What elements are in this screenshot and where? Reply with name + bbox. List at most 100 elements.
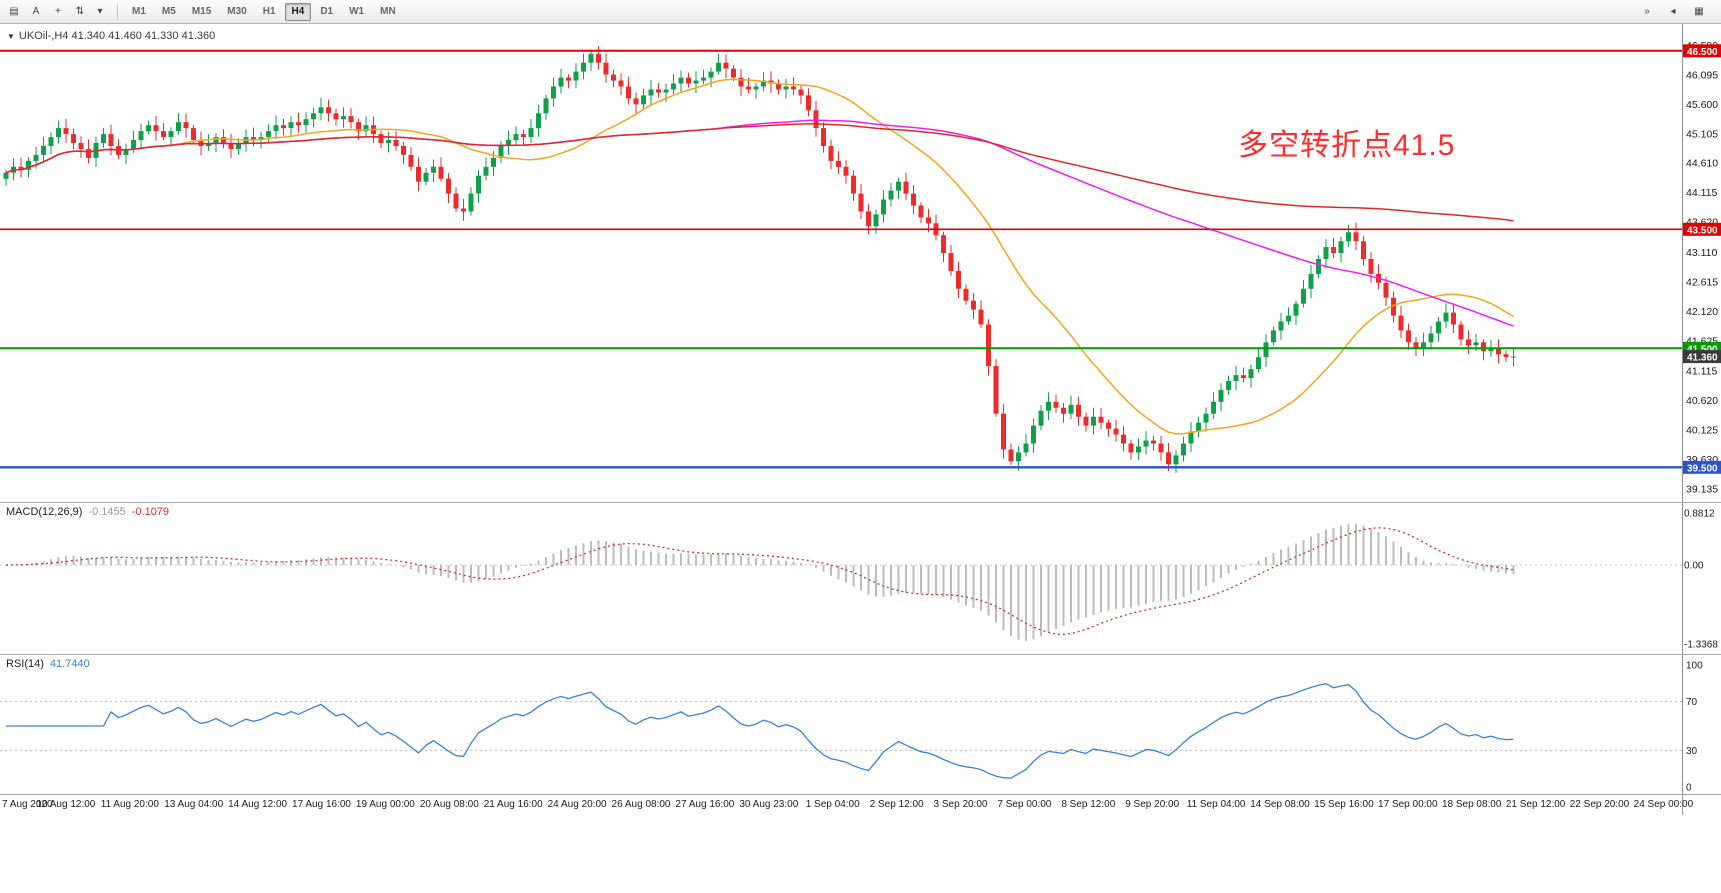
tools-dropdown-caret[interactable]: ▾ (97, 6, 103, 17)
moving-averages (5, 78, 1514, 435)
svg-text:39.500: 39.500 (1687, 463, 1718, 474)
tab-tf-h1[interactable]: H1 (262, 6, 276, 17)
auto-scroll-icon[interactable]: ◂ (1670, 6, 1676, 17)
time-label: 14 Sep 08:00 (1250, 799, 1310, 810)
chart-annotation: 多空转折点41.5 (1238, 129, 1456, 162)
rsi-line (6, 683, 1514, 779)
time-label: 22 Sep 20:00 (1569, 799, 1630, 810)
time-label: 21 Aug 16:00 (483, 799, 543, 810)
tab-tf-m30[interactable]: M30 (227, 6, 247, 17)
toolbar-separator (117, 3, 118, 20)
macd-signal-value: -0.1079 (131, 506, 170, 518)
chart-title-text: UKOil-,H4 41.340 41.460 41.330 41.360 (18, 30, 216, 42)
time-label: 11 Sep 04:00 (1186, 799, 1246, 810)
time-label: 19 Aug 00:00 (355, 799, 415, 810)
time-label: 26 Aug 08:00 (611, 799, 671, 810)
tab-tf-d1[interactable]: D1 (320, 6, 334, 17)
candlesticks (3, 46, 1516, 473)
svg-text:45.600: 45.600 (1686, 99, 1718, 111)
macd-histogram (12, 523, 1515, 641)
scale-separator (1682, 795, 1683, 815)
time-label: 17 Aug 16:00 (292, 799, 351, 810)
crosshair-icon[interactable]: + (55, 6, 61, 17)
time-label: 27 Aug 16:00 (675, 799, 735, 810)
svg-text:42.615: 42.615 (1686, 276, 1718, 288)
svg-text:46.500: 46.500 (1687, 47, 1718, 58)
rsi-scale: 100 70 30 0 (1682, 655, 1721, 795)
rsi-level-lines (0, 701, 1682, 751)
svg-text:43.110: 43.110 (1686, 247, 1717, 259)
svg-text:43.500: 43.500 (1687, 225, 1718, 236)
time-label: 9 Sep 20:00 (1125, 799, 1180, 810)
svg-text:39.135: 39.135 (1686, 484, 1718, 496)
svg-text:0.00: 0.00 (1684, 561, 1704, 572)
time-label: 15 Sep 16:00 (1314, 799, 1374, 810)
svg-text:41.500: 41.500 (1687, 344, 1718, 355)
time-label: 3 Sep 20:00 (933, 799, 988, 810)
svg-text:41.360: 41.360 (1687, 353, 1718, 364)
macd-signal-line (5, 527, 1514, 636)
svg-text:42.120: 42.120 (1686, 306, 1718, 318)
time-label: 10 Aug 12:00 (36, 799, 96, 810)
fast-ma-line (5, 78, 1514, 435)
svg-text:30: 30 (1686, 746, 1698, 757)
rsi-chart-svg[interactable]: 100 70 30 0 (0, 655, 1721, 795)
tab-tf-mn[interactable]: MN (380, 6, 396, 17)
slow-ma-line (5, 123, 1514, 222)
cycle-lines-icon[interactable]: ⇅ (75, 6, 85, 17)
time-label: 20 Aug 08:00 (419, 799, 479, 810)
time-label: 1 Sep 04:00 (805, 799, 860, 810)
tab-tf-h4[interactable]: H4 (284, 2, 312, 21)
svg-text:-1.3368: -1.3368 (1684, 640, 1718, 651)
toolbar: ▤ A + ⇅ ▾ M1 M5 M15 M30 H1 H4 D1 W1 MN » ◂ ▦ (0, 0, 1721, 24)
chart-title: ▼ UKOil-,H4 41.340 41.460 41.330 41.360 (7, 30, 215, 42)
horizontal-levels (0, 49, 1682, 469)
time-label: 2 Sep 12:00 (869, 799, 924, 810)
time-label: 7 Sep 00:00 (997, 799, 1052, 810)
time-label: 17 Sep 00:00 (1378, 799, 1438, 810)
time-label: 24 Sep 00:00 (1633, 799, 1694, 810)
time-label: 8 Sep 12:00 (1061, 799, 1116, 810)
macd-scale: 0.8812 0.00 -1.3368 (1682, 503, 1721, 655)
svg-text:100: 100 (1686, 661, 1703, 672)
svg-text:41.115: 41.115 (1686, 366, 1717, 378)
tab-tf-m15[interactable]: M15 (191, 6, 212, 17)
text-tool-icon[interactable]: A (32, 6, 40, 17)
svg-text:40.125: 40.125 (1686, 425, 1718, 437)
svg-text:0: 0 (1686, 783, 1692, 794)
tab-tf-m5[interactable]: M5 (161, 6, 176, 17)
rsi-value: 41.7440 (49, 658, 90, 670)
chart-properties-icon[interactable]: ▦ (1694, 6, 1704, 17)
rsi-label: RSI(14) 41.7440 (6, 658, 90, 670)
time-label: 11 Aug 20:00 (100, 799, 159, 810)
price-chart-panel: ▼ UKOil-,H4 41.340 41.460 41.330 41.360 多… (0, 24, 1721, 502)
macd-name: MACD(12,26,9) (6, 506, 83, 518)
tab-tf-w1[interactable]: W1 (349, 6, 365, 17)
svg-text:70: 70 (1686, 697, 1698, 708)
macd-main-value: -0.1455 (88, 506, 126, 518)
time-label: 13 Aug 04:00 (164, 799, 224, 810)
time-label: 18 Sep 08:00 (1441, 799, 1502, 810)
time-label: 24 Aug 20:00 (547, 799, 607, 810)
chart-shift-icon[interactable]: » (1644, 6, 1650, 17)
time-label: 7 Aug 2020 (2, 799, 53, 810)
svg-text:44.610: 44.610 (1686, 158, 1718, 170)
time-label: 21 Sep 12:00 (1505, 799, 1566, 810)
toolbar-right-icons: » ◂ ▦ (1637, 3, 1709, 21)
svg-text:45.105: 45.105 (1686, 128, 1718, 140)
svg-text:0.8812: 0.8812 (1684, 509, 1715, 520)
macd-panel: MACD(12,26,9) -0.1455 -0.1079 0.8812 0.00 -1… (0, 502, 1721, 655)
main-chart-svg[interactable]: 46.59046.09545.60045.10544.61044.11543.6… (0, 24, 1721, 502)
svg-text:46.095: 46.095 (1686, 69, 1718, 81)
toolbar-left-icons: ▤ A + ⇅ (4, 3, 90, 21)
svg-text:44.115: 44.115 (1686, 187, 1717, 199)
tab-tf-m1[interactable]: M1 (132, 6, 146, 17)
macd-chart-svg[interactable]: 0.8812 0.00 -1.3368 (0, 503, 1721, 655)
svg-text:40.620: 40.620 (1686, 395, 1718, 407)
macd-label: MACD(12,26,9) -0.1455 -0.1079 (6, 506, 169, 518)
time-label: 14 Aug 12:00 (228, 799, 288, 810)
symbol-dropdown-arrow[interactable]: ▼ (7, 32, 15, 41)
time-axis[interactable]: 7 Aug 2020 10 Aug 12:00 11 Aug 20:00 13 Aug… (0, 794, 1721, 815)
time-label: 30 Aug 23:00 (739, 799, 799, 810)
chart-layers-icon[interactable]: ▤ (9, 6, 19, 17)
